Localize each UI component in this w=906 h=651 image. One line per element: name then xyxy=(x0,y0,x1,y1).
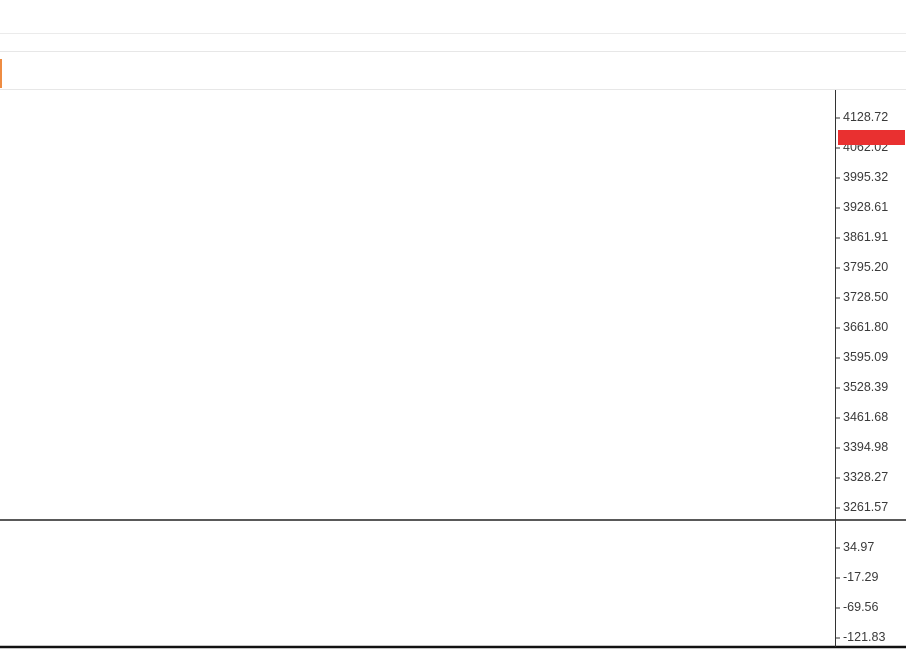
macd-readout xyxy=(14,524,40,539)
axis-label: 3861.91 xyxy=(843,230,889,244)
left-accent-bar xyxy=(0,59,2,88)
axis-label: 3528.39 xyxy=(843,380,889,394)
axis-label: 3995.32 xyxy=(843,170,889,184)
axis-label: 3328.27 xyxy=(843,470,889,485)
axis-label: 3795.20 xyxy=(843,260,889,274)
axis-label: 3728.50 xyxy=(843,290,889,304)
axis-label: 3928.61 xyxy=(843,200,889,214)
axis-label: 3661.80 xyxy=(843,320,889,334)
axis-label: 3595.09 xyxy=(843,350,889,364)
widget-header xyxy=(0,0,906,34)
axis-label: 3461.68 xyxy=(843,410,889,425)
ma-readout xyxy=(13,113,52,128)
ohlc-readout xyxy=(14,95,66,110)
axis-label: -69.56 xyxy=(843,600,879,614)
axis-label: 3394.98 xyxy=(843,440,889,455)
axis-label: 34.97 xyxy=(843,540,875,554)
chart-area: 4128.72 4062.02 3995.32 3928.61 3861.91 3795.… xyxy=(0,90,906,651)
axis-label: 4128.72 xyxy=(843,110,889,124)
kline-chart-canvas[interactable] xyxy=(0,90,906,651)
axis-label: 3261.57 xyxy=(843,500,889,515)
current-price-tag xyxy=(838,130,905,145)
period-tabbar xyxy=(0,51,906,90)
axis-label: -121.83 xyxy=(843,630,886,644)
axis-label: -17.29 xyxy=(843,570,879,584)
